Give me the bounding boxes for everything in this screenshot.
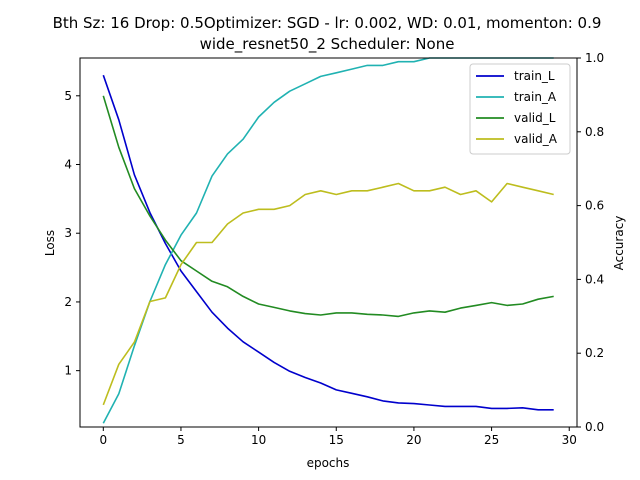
x-tick-label: 10 (251, 433, 266, 447)
x-tick-label: 15 (329, 433, 344, 447)
y-left-tick-label: 1 (64, 364, 72, 378)
legend-label-train-l: train_L (514, 69, 555, 83)
y-right-tick-label: 0.4 (585, 272, 604, 286)
x-tick-label: 0 (99, 433, 107, 447)
legend-entries: train_L train_A valid_L valid_A (476, 69, 558, 146)
y-left-tick-label: 4 (64, 158, 72, 172)
y-right-tick-label: 0.0 (585, 420, 604, 434)
axis-ticks: 0 5 10 15 20 25 30 1 2 3 4 5 0.0 0.2 0.4 0.6 0.8 1.0 (64, 51, 604, 447)
y-right-tick-label: 1.0 (585, 51, 604, 65)
chart-title-line-1: Bth Sz: 16 Drop: 0.5Optimizer: SGD - lr:… (53, 14, 602, 32)
chart-title-line-2: wide_resnet50_2 Scheduler: None (200, 35, 455, 54)
legend: train_L train_A valid_L valid_A (469, 63, 571, 155)
y-left-tick-label: 5 (64, 89, 72, 103)
x-tick-label: 30 (562, 433, 577, 447)
y-right-tick-label: 0.6 (585, 199, 604, 213)
legend-label-valid-l: valid_L (514, 111, 556, 125)
y-axis-left-label: Loss (43, 230, 57, 256)
plot-frame (79, 57, 578, 428)
y-left-tick-label: 3 (64, 226, 72, 240)
y-right-tick-label: 0.2 (585, 346, 604, 360)
x-tick-label: 20 (406, 433, 421, 447)
y-left-tick-label: 2 (64, 295, 72, 309)
y-axis-right-label: Accuracy (612, 216, 626, 271)
x-tick-label: 25 (484, 433, 499, 447)
series-line-train-l (102, 74, 554, 411)
series-line-valid-a (102, 182, 554, 406)
legend-label-train-a: train_A (514, 90, 557, 104)
legend-box (469, 63, 571, 155)
x-axis-label: epochs (307, 456, 350, 470)
x-tick-label: 5 (177, 433, 185, 447)
legend-label-valid-a: valid_A (514, 132, 558, 146)
series-line-valid-l (102, 95, 554, 318)
y-right-tick-label: 0.8 (585, 125, 604, 139)
